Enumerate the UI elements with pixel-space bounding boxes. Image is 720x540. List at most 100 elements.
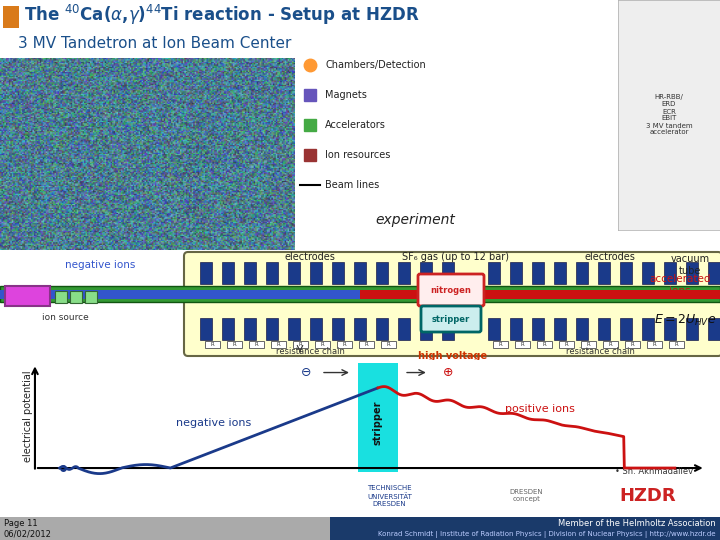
Text: SF₆ gas (up to 12 bar): SF₆ gas (up to 12 bar) [402,252,508,262]
Text: resistance chain: resistance chain [566,347,634,355]
Bar [625,341,640,348]
Bar [310,318,322,340]
Text: DRESDEN
concept: DRESDEN concept [510,489,544,503]
Bar [244,318,256,340]
Bar [337,341,352,348]
Bar [332,318,344,340]
Text: R: R [608,342,613,347]
Bar [381,341,396,348]
Text: negative ions: negative ions [176,418,251,428]
Text: R: R [499,342,503,347]
Bar [488,262,500,284]
Text: resistance chain: resistance chain [276,347,344,355]
Text: 3 MV Tandetron at Ion Beam Center: 3 MV Tandetron at Ion Beam Center [18,37,292,51]
Text: Ion resources: Ion resources [325,150,390,160]
Text: R: R [211,342,215,347]
Bar [205,341,220,348]
Text: nitrogen: nitrogen [431,286,472,294]
Bar [354,318,366,340]
Text: R: R [675,342,678,347]
Text: Magnets: Magnets [325,90,367,100]
Bar [708,262,720,284]
Bar [420,262,432,284]
Text: $\ominus$: $\ominus$ [300,366,311,379]
Bar [3,6,19,28]
Bar [332,262,344,284]
Bar [537,341,552,348]
Text: • Sh. Akhmadaliev: • Sh. Akhmadaliev [615,467,693,476]
Text: R: R [364,342,369,347]
Bar [664,262,676,284]
Bar [0,517,330,540]
Text: R: R [255,342,258,347]
Bar [288,318,300,340]
Bar [70,291,82,303]
Text: R: R [587,342,590,347]
Bar [376,318,388,340]
Text: Page 11: Page 11 [4,518,37,528]
Text: R: R [343,342,346,347]
Text: R: R [320,342,325,347]
Text: $E = 2U_{HV}e$: $E = 2U_{HV}e$ [654,313,716,328]
Bar [532,262,544,284]
Bar [266,262,278,284]
Bar [0,290,360,299]
Text: negative ions: negative ions [65,260,135,270]
Text: R: R [387,342,390,347]
Text: positive ions: positive ions [505,404,575,414]
Text: high voltage: high voltage [418,351,487,361]
Bar [493,341,508,348]
FancyBboxPatch shape [418,274,484,306]
Bar [532,318,544,340]
Bar [598,262,610,284]
Text: Konrad Schmidt | Institute of Radiation Physics | Division of Nuclear Physics | : Konrad Schmidt | Institute of Radiation … [379,530,716,537]
Bar [55,291,67,303]
Bar [358,363,398,471]
Bar [620,318,632,340]
Bar [554,318,566,340]
Text: TECHNISCHE
UNIVERSITÄT
DRESDEN: TECHNISCHE UNIVERSITÄT DRESDEN [367,485,412,507]
Bar [581,341,596,348]
Text: R: R [543,342,546,347]
Text: stripper: stripper [432,314,470,323]
Bar [576,262,588,284]
Bar [669,341,684,348]
Bar [271,341,286,348]
Bar [598,318,610,340]
Bar [330,517,720,540]
Text: electrodes: electrodes [585,252,636,262]
Text: 06/02/2012: 06/02/2012 [4,530,52,538]
Text: R: R [564,342,568,347]
Text: ion source: ion source [42,314,89,322]
Bar [510,318,522,340]
Text: R: R [521,342,524,347]
Bar [442,262,454,284]
Bar [708,318,720,340]
Text: Chambers/Detection: Chambers/Detection [325,60,426,70]
Bar [642,262,654,284]
Bar [288,262,300,284]
Bar [227,341,242,348]
Bar [686,318,698,340]
Bar [664,318,676,340]
Text: stripper: stripper [373,401,383,445]
Text: HZDR: HZDR [619,487,676,505]
Text: accelerated
ions: accelerated ions [649,274,711,296]
Bar [85,291,97,303]
Text: $\oplus$: $\oplus$ [441,366,453,379]
Bar [603,341,618,348]
Bar [686,262,698,284]
Bar [359,341,374,348]
Bar [222,318,234,340]
Text: R: R [631,342,634,347]
Bar [249,341,264,348]
Bar [360,290,720,299]
Bar [620,262,632,284]
Bar [576,318,588,340]
Bar [244,262,256,284]
Text: The $^{40}$Ca($\alpha$,$\gamma$)$^{44}$Ti reaction - Setup at HZDR: The $^{40}$Ca($\alpha$,$\gamma$)$^{44}$T… [24,3,420,27]
Text: R: R [233,342,236,347]
Bar [420,318,432,340]
Text: Accelerators: Accelerators [325,120,386,130]
Bar [398,262,410,284]
